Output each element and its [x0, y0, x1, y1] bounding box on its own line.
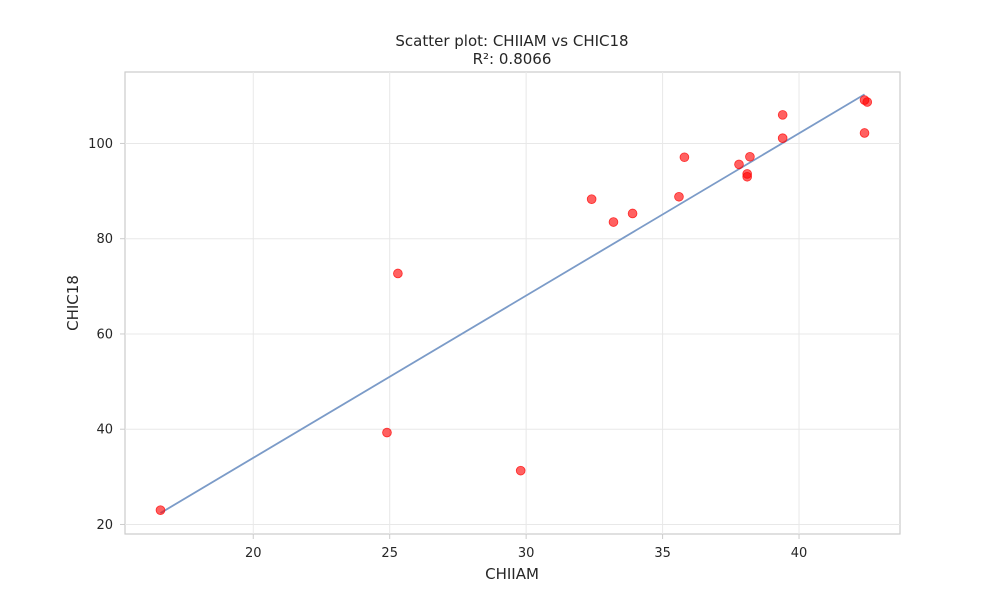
y-tick-label: 60 — [96, 327, 113, 342]
data-point — [862, 97, 873, 107]
y-tick-label: 80 — [96, 232, 113, 247]
data-point — [777, 110, 788, 120]
data-point — [382, 427, 392, 438]
data-point — [608, 217, 619, 227]
y-tick-label: 100 — [88, 137, 113, 152]
data-point — [734, 159, 744, 170]
data-point — [155, 505, 166, 515]
data-points — [155, 95, 873, 515]
data-point — [742, 169, 752, 179]
chart-title: Scatter plot: CHIIAM vs CHIC18 — [395, 32, 628, 50]
data-point — [674, 191, 684, 202]
data-point — [393, 268, 403, 279]
data-point — [627, 208, 638, 219]
x-tick-label: 25 — [381, 546, 398, 561]
ticks: 20 25 30 35 40 20 40 60 80 100 — [88, 137, 807, 561]
x-axis-label: CHIIAM — [485, 565, 539, 583]
x-tick-label: 30 — [518, 546, 535, 561]
data-point — [777, 133, 788, 144]
y-tick-label: 40 — [96, 423, 113, 438]
x-tick-label: 40 — [791, 546, 808, 561]
chart-subtitle: R²: 0.8066 — [473, 50, 552, 68]
regression-line — [160, 93, 865, 514]
x-tick-label: 20 — [245, 546, 262, 561]
data-point — [679, 152, 690, 163]
data-point — [745, 151, 755, 162]
regression-line-layer — [160, 93, 865, 514]
data-point — [859, 128, 870, 138]
y-tick-label: 20 — [96, 518, 113, 533]
data-point — [515, 465, 526, 476]
data-point — [586, 194, 597, 204]
x-tick-label: 35 — [654, 546, 671, 561]
y-axis-label: CHIC18 — [64, 275, 82, 331]
